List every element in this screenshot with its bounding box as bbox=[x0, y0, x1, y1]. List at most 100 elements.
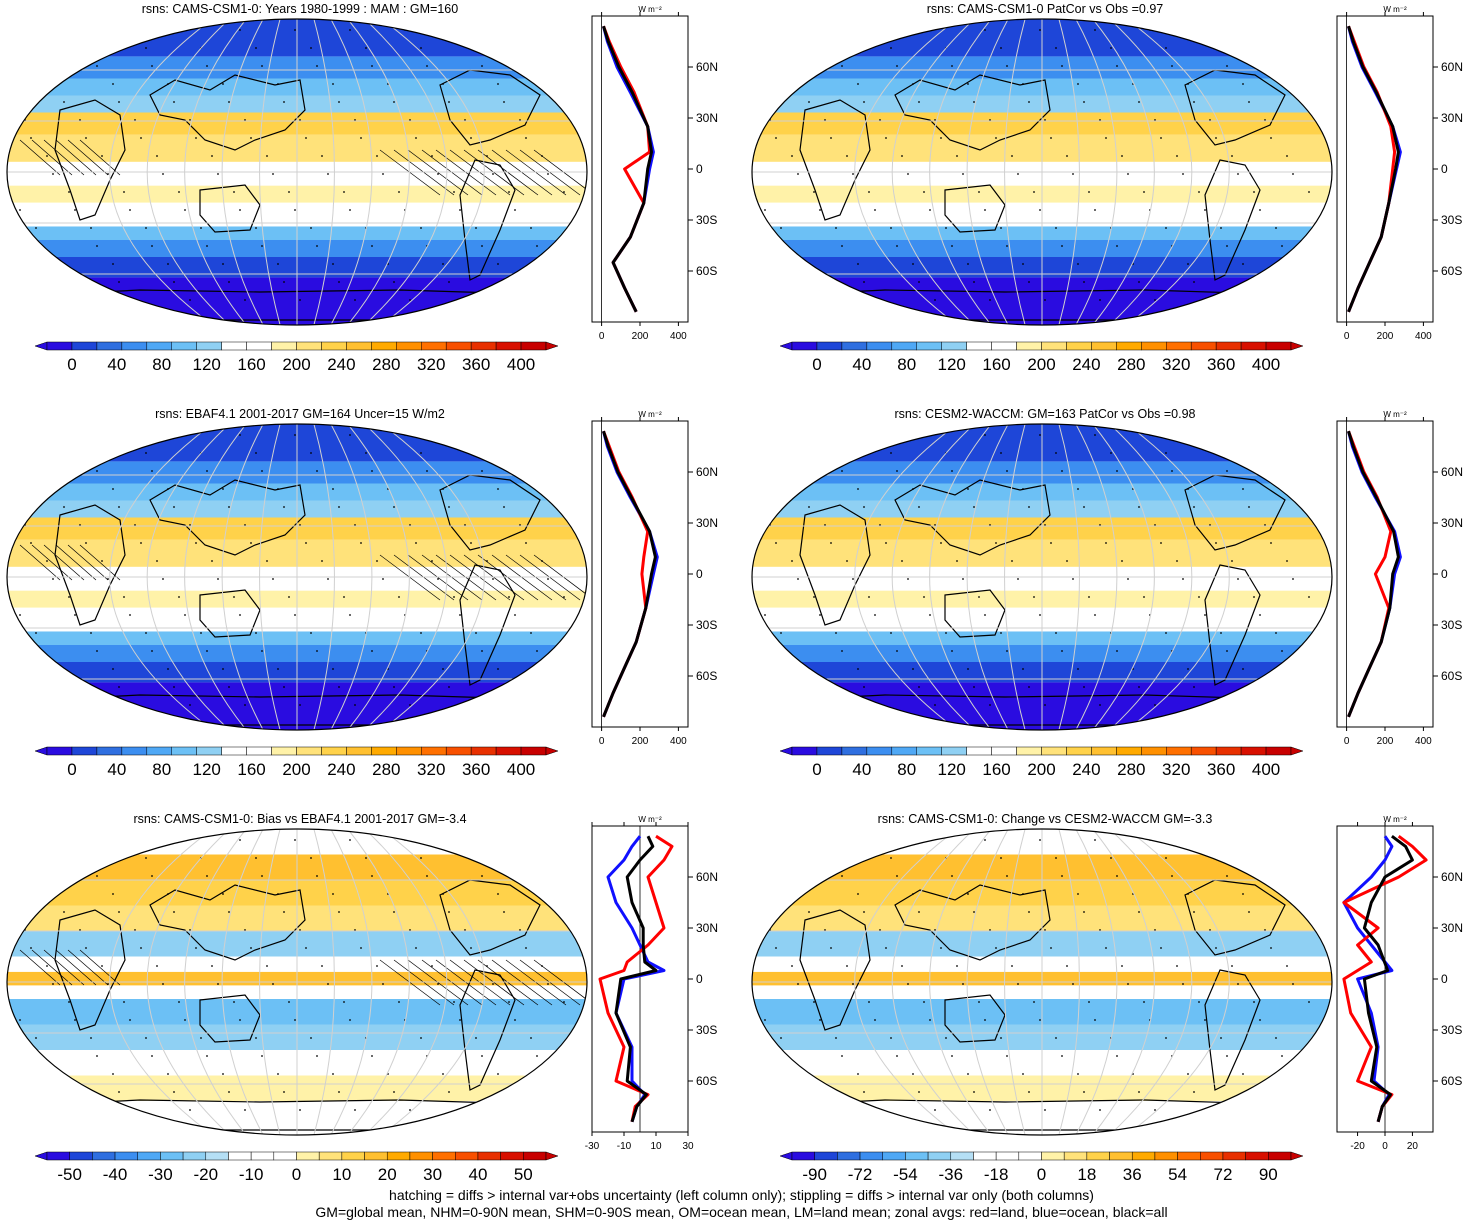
stipple-dot bbox=[929, 1019, 931, 1021]
stipple-dot bbox=[874, 209, 876, 211]
panel-graphics: -90 -72 -54 -36 -18 0 18 36 54 72 90 60N 30N 0 30S 60S -… bbox=[751, 815, 1463, 1184]
stipple-dot bbox=[890, 857, 892, 859]
stipple-dot bbox=[1237, 173, 1239, 175]
stipple-dot bbox=[173, 101, 175, 103]
stipple-dot bbox=[1187, 83, 1189, 85]
zonal-frame bbox=[591, 420, 689, 728]
stipple-dot bbox=[332, 488, 334, 490]
stipple-dot bbox=[261, 245, 263, 247]
stipple-dot bbox=[863, 1091, 865, 1093]
stipple-dot bbox=[1055, 452, 1057, 454]
stipple-dot bbox=[984, 1019, 986, 1021]
zonal-ytick-label: 60S bbox=[1441, 264, 1462, 278]
stipple-dot bbox=[206, 65, 208, 67]
panel-5: rsns: CAMS-CSM1-0: Change vs CESM2-WACCM… bbox=[745, 810, 1483, 1215]
stipple-dot bbox=[552, 1073, 554, 1075]
stipple-dot bbox=[1022, 668, 1024, 670]
stipple-dot bbox=[874, 614, 876, 616]
colorbar-swatch bbox=[1240, 341, 1267, 351]
stipple-dot bbox=[112, 263, 114, 265]
colorbar-swatch bbox=[791, 341, 818, 351]
stipple-dot bbox=[255, 1037, 257, 1039]
stipple-dot bbox=[365, 857, 367, 859]
stipple-dot bbox=[118, 506, 120, 508]
stipple-dot bbox=[30, 947, 32, 949]
stipple-dot bbox=[824, 1109, 826, 1111]
zonal-xtick-label: 400 bbox=[1415, 331, 1432, 342]
graticule-meridian bbox=[381, 424, 485, 730]
coastline bbox=[439, 879, 541, 956]
stipple-dot bbox=[514, 839, 516, 841]
map-field bbox=[7, 424, 587, 730]
stipple-dot bbox=[1044, 929, 1046, 931]
stipple-dot bbox=[835, 227, 837, 229]
colorbar-tick-label: 200 bbox=[1027, 760, 1055, 779]
colorbar-tick-label: 30 bbox=[423, 1165, 442, 1184]
stipple-dot bbox=[299, 929, 301, 931]
stipple-dot bbox=[354, 704, 356, 706]
stipple-dot bbox=[118, 1091, 120, 1093]
stipple-dot bbox=[360, 542, 362, 544]
stipple-dot bbox=[79, 524, 81, 526]
zonal-unit: W m⁻² bbox=[1383, 410, 1407, 419]
stipple-dot bbox=[1083, 911, 1085, 913]
graticule-meridian bbox=[109, 829, 213, 1135]
stipple-dot bbox=[481, 650, 483, 652]
zonal-xtick-label: 0 bbox=[1344, 331, 1350, 342]
stipple-dot bbox=[486, 155, 488, 157]
graticule-meridian bbox=[1004, 19, 1026, 325]
stipple-dot bbox=[967, 83, 969, 85]
stipple-dot bbox=[299, 1109, 301, 1111]
stipple-dot bbox=[211, 560, 213, 562]
stipple-dot bbox=[1303, 506, 1305, 508]
stipple-dot bbox=[918, 281, 920, 283]
stipple-dot bbox=[442, 488, 444, 490]
stipple-dot bbox=[459, 209, 461, 211]
stipple-dot bbox=[951, 245, 953, 247]
stipple-dot bbox=[349, 614, 351, 616]
stipple-dot bbox=[863, 686, 865, 688]
stipple-dot bbox=[470, 137, 472, 139]
stipple-dot bbox=[151, 65, 153, 67]
stipple-dot bbox=[824, 704, 826, 706]
colorbar-tick-label: 160 bbox=[237, 760, 265, 779]
stipple-dot bbox=[1242, 488, 1244, 490]
colorbar-swatch bbox=[859, 1151, 883, 1161]
coastline bbox=[54, 99, 126, 221]
stipple-dot bbox=[255, 452, 257, 454]
graticule-meridian bbox=[146, 19, 230, 325]
colorbar-tick-label: 240 bbox=[1072, 760, 1100, 779]
stipple-dot bbox=[1253, 596, 1255, 598]
stipple-dot bbox=[1286, 560, 1288, 562]
stipple-dot bbox=[151, 245, 153, 247]
stipple-dot bbox=[1259, 209, 1261, 211]
stipple-dot bbox=[1028, 911, 1030, 913]
map-field bbox=[752, 424, 1332, 730]
stipple-dot bbox=[819, 1019, 821, 1021]
stipple-dot bbox=[519, 1109, 521, 1111]
hatch-line bbox=[79, 139, 121, 176]
colorbar-swatch bbox=[432, 1151, 456, 1161]
stipple-dot bbox=[310, 857, 312, 859]
zonal-xtick-label: 0 bbox=[599, 736, 605, 747]
zonal-ytick-label: 30N bbox=[696, 516, 718, 530]
colorbar-swatch bbox=[121, 746, 148, 756]
stipple-dot bbox=[1017, 578, 1019, 580]
stipple-dot bbox=[1055, 632, 1057, 634]
colorbar-tick-label: 360 bbox=[1207, 355, 1235, 374]
stipple-dot bbox=[497, 668, 499, 670]
stipple-dot bbox=[442, 893, 444, 895]
stipple-dot bbox=[890, 452, 892, 454]
stipple-dot bbox=[995, 542, 997, 544]
stipple-dot bbox=[415, 947, 417, 949]
hatch-line bbox=[55, 949, 97, 986]
colorbar-swatch bbox=[69, 1151, 93, 1161]
stipple-dot bbox=[1171, 65, 1173, 67]
stipple-dot bbox=[1000, 1037, 1002, 1039]
stipple-dot bbox=[497, 488, 499, 490]
stipple-dot bbox=[459, 1019, 461, 1021]
graticule-meridian bbox=[146, 424, 230, 730]
stipple-dot bbox=[96, 1055, 98, 1057]
stipple-dot bbox=[1138, 281, 1140, 283]
coastline bbox=[199, 994, 261, 1043]
